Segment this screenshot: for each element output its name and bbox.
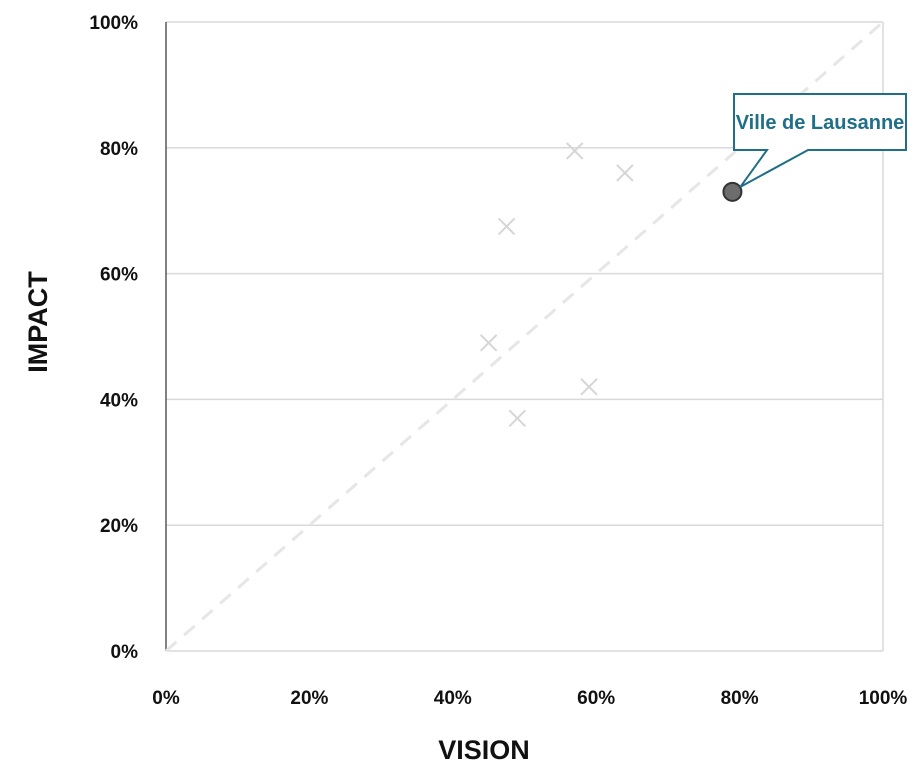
x-tick-label: 40% — [434, 688, 472, 709]
x-marker-point — [616, 164, 634, 182]
callout: Ville de Lausanne — [733, 93, 907, 188]
y-tick-label: 40% — [100, 390, 138, 411]
x-tick-label: 0% — [152, 688, 180, 709]
x-marker-point — [497, 217, 516, 236]
callout-box — [733, 93, 907, 188]
y-tick-labels: 0% 20% 40% 60% 80% 100% — [89, 13, 138, 663]
y-tick-label: 80% — [100, 139, 138, 160]
x-tick-label: 20% — [290, 688, 328, 709]
x-tick-label: 100% — [859, 688, 908, 709]
x-axis-title: VISION — [438, 735, 530, 763]
x-marker-point — [508, 409, 527, 427]
y-axis-title: IMPACT — [23, 271, 53, 373]
callout-label: Ville de Lausanne — [736, 112, 905, 134]
data-points — [479, 142, 743, 427]
y-tick-label: 100% — [89, 13, 138, 34]
x-marker-point — [565, 142, 584, 160]
x-tick-labels: 0% 20% 40% 60% 80% 100% — [152, 688, 907, 709]
highlighted-point — [722, 181, 743, 202]
y-tick-label: 20% — [100, 516, 138, 537]
y-tick-label: 60% — [100, 265, 138, 286]
y-tick-label: 0% — [111, 642, 139, 663]
x-marker-point — [479, 334, 498, 352]
x-tick-label: 60% — [577, 688, 615, 709]
x-marker-point — [580, 378, 598, 396]
x-tick-label: 80% — [721, 688, 759, 709]
